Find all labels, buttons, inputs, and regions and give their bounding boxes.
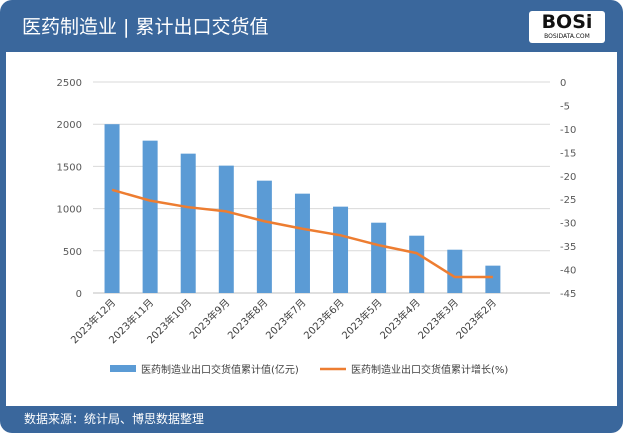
right-tick-label: 0 xyxy=(560,78,566,89)
right-tick-label: -30 xyxy=(560,219,576,230)
bar xyxy=(294,193,310,293)
bar xyxy=(485,265,501,293)
right-tick-label: -25 xyxy=(560,195,576,206)
right-tick-label: -15 xyxy=(560,148,576,159)
right-tick-label: -10 xyxy=(560,125,576,136)
x-tick-label: 2023年6月 xyxy=(301,296,347,342)
x-tick-label: 2023年8月 xyxy=(225,296,271,342)
bar xyxy=(104,124,120,293)
bar xyxy=(447,249,463,293)
left-tick-label: 1000 xyxy=(57,205,82,216)
legend-line-label: 医药制造业出口交货值累计增长(%) xyxy=(351,363,508,376)
left-tick-label: 2500 xyxy=(57,78,82,89)
bosi-logo: BOSi BOSIDATA.COM xyxy=(529,11,605,43)
x-tick-label: 2023年7月 xyxy=(263,296,309,342)
bar xyxy=(256,180,272,293)
right-tick-label: -5 xyxy=(560,101,570,112)
bar xyxy=(333,206,349,293)
legend-bar-label: 医药制造业出口交货值累计值(亿元) xyxy=(141,363,299,376)
right-tick-label: -20 xyxy=(560,172,576,183)
bar xyxy=(371,222,387,293)
x-tick-label: 2023年4月 xyxy=(377,296,423,342)
bar xyxy=(180,153,196,293)
bar xyxy=(218,165,234,293)
right-tick-label: -45 xyxy=(560,289,576,300)
right-tick-label: -35 xyxy=(560,242,576,253)
legend-bar-swatch xyxy=(110,365,136,372)
x-tick-label: 2023年3月 xyxy=(415,296,461,342)
chart-panel: 0 500 1000 1500 2000 2500 0 -5 -10 -15 -20 -25 -30 -3… xyxy=(6,52,617,406)
right-tick-label: -40 xyxy=(560,266,576,277)
x-tick-label: 2023年9月 xyxy=(187,296,233,342)
left-tick-label: 1500 xyxy=(57,162,82,173)
bar xyxy=(409,235,425,293)
page-title: 医药制造业 | 累计出口交货值 xyxy=(22,16,269,38)
left-tick-label: 500 xyxy=(63,247,82,258)
chart: 0 500 1000 1500 2000 2500 0 -5 -10 -15 -20 -25 -30 -3… xyxy=(57,78,577,376)
x-tick-label: 2023年2月 xyxy=(453,296,499,342)
left-tick-label: 2000 xyxy=(57,120,82,131)
left-tick-label: 0 xyxy=(76,289,82,300)
x-tick-label: 2023年5月 xyxy=(339,296,385,342)
data-source: 数据来源：统计局、博思数据整理 xyxy=(24,412,205,426)
bar xyxy=(142,140,158,293)
